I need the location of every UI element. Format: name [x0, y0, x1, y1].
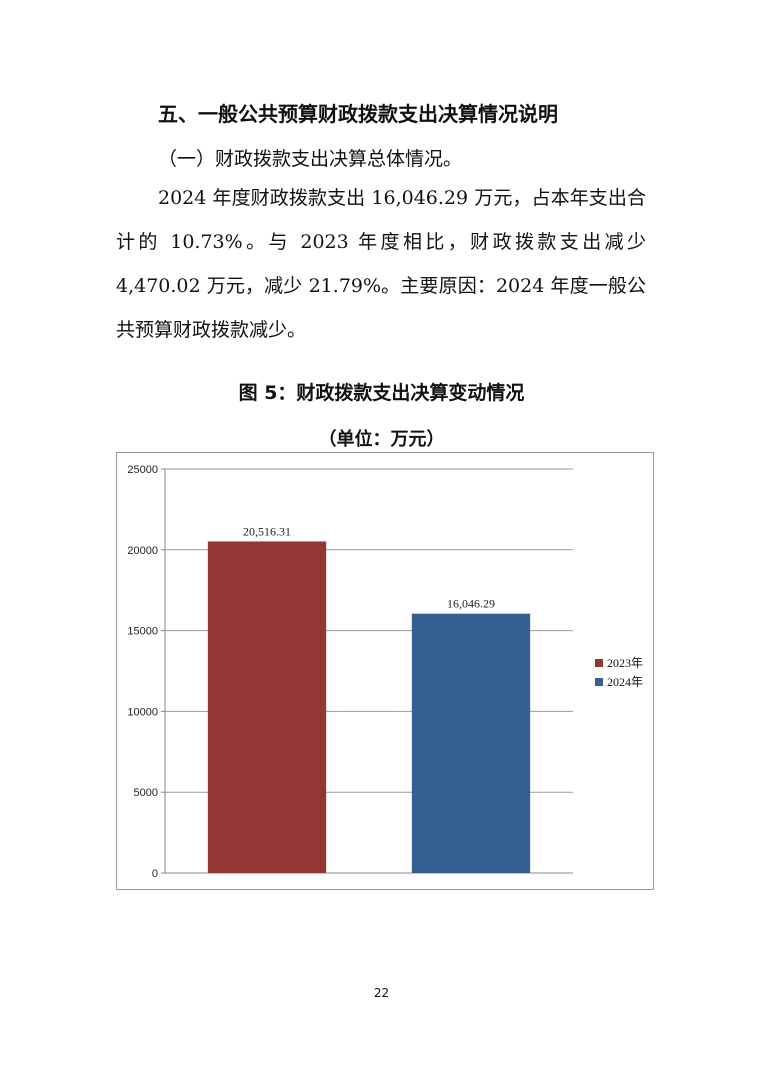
- y-tick-label-20000: 20000: [127, 545, 158, 557]
- y-tick-label-25000: 25000: [127, 464, 158, 476]
- bar-2023年: [207, 541, 327, 873]
- figure-title: 图 5：财政拨款支出决算变动情况: [238, 382, 525, 404]
- legend-item-2024: 2024年: [595, 672, 643, 691]
- chart-frame: 0 5000 10000 15000 20000 25000 20,516.31 16,046…: [116, 452, 654, 890]
- bar-2024年: [411, 613, 531, 873]
- bar-chart: 0 5000 10000 15000 20000 25000 20,516.31 16,046…: [127, 464, 573, 880]
- y-tick-label-0: 0: [152, 868, 158, 880]
- y-tick-label-10000: 10000: [127, 706, 158, 718]
- legend-label-2023: 2023年: [607, 656, 644, 670]
- y-tick-label-5000: 5000: [134, 787, 158, 799]
- legend-swatch-2023: [595, 658, 603, 667]
- summary-paragraph: 2024 年度财政拨款支出 16,046.29 万元，占本年支出合计的 10.7…: [116, 187, 646, 341]
- figure-unit: （单位：万元）: [318, 429, 445, 450]
- data-label-2024年: 16,046.29: [447, 597, 495, 611]
- section-heading: 五、一般公共预算财政拨款支出决算情况说明: [158, 102, 558, 126]
- y-tick-label-15000: 15000: [127, 626, 158, 638]
- chart-legend: 2023年 2024年: [595, 653, 643, 691]
- legend-swatch-2024: [595, 677, 603, 686]
- page-number: 22: [373, 986, 390, 1000]
- section-subheading: （一）财政拨款支出决算总体情况。: [158, 148, 463, 170]
- legend-item-2023: 2023年: [595, 653, 643, 672]
- data-label-2023年: 20,516.31: [243, 524, 291, 538]
- legend-label-2024: 2024年: [607, 675, 644, 689]
